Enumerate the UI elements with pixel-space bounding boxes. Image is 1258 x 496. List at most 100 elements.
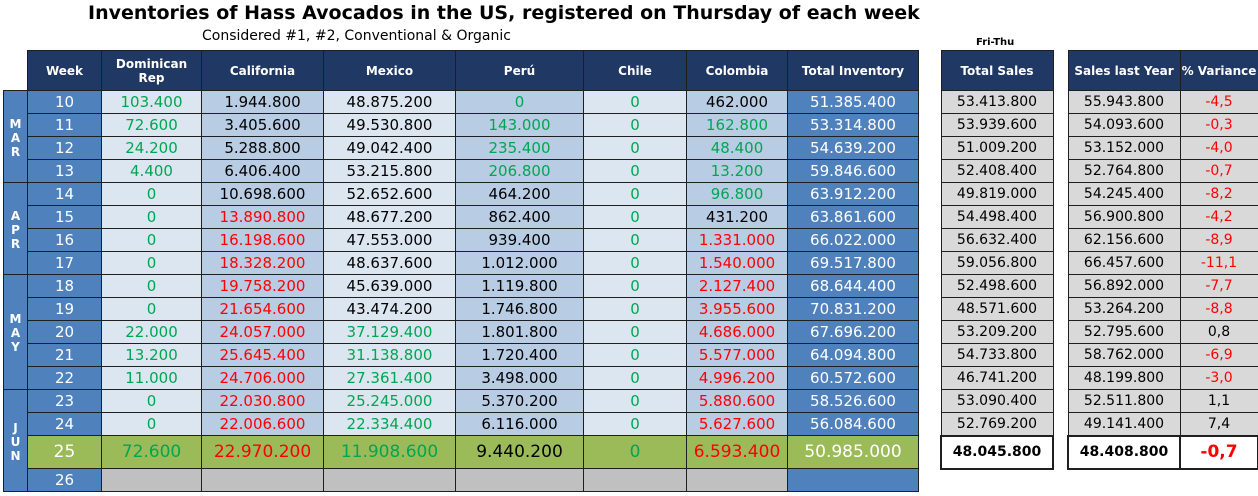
month-letter: J — [13, 420, 18, 435]
week-cell: 18 — [27, 274, 102, 298]
california-cell: 22.970.200 — [201, 435, 324, 469]
page-subtitle: Considered #1, #2, Conventional & Organi… — [202, 28, 511, 44]
chile-cell: 0 — [583, 435, 687, 469]
page-title: Inventories of Hass Avocados in the US, … — [88, 2, 920, 24]
california-cell: 18.328.200 — [201, 251, 324, 275]
dominican-cell: 0 — [101, 228, 202, 252]
chile-cell: 0 — [583, 274, 687, 298]
table-row: 52.511.800 1,1 — [1067, 389, 1258, 413]
month-letter: A — [10, 326, 21, 340]
total-inventory-cell: 64.094.800 — [787, 343, 919, 367]
peru-cell: 3.498.000 — [455, 366, 584, 390]
total-inventory-cell — [787, 468, 919, 492]
variance-cell: -0,7 — [1179, 434, 1258, 470]
dominican-cell: 13.200 — [101, 343, 202, 367]
last-year-header-row: Sales last Year % Variance — [1067, 50, 1258, 91]
variance-cell: -4,5 — [1179, 90, 1258, 114]
month-letter: A — [10, 130, 21, 145]
peru-cell: 464.200 — [455, 182, 584, 206]
colombia-cell: 3.955.600 — [686, 297, 788, 321]
week-cell: 22 — [27, 366, 102, 390]
colombia-cell: 5.627.600 — [686, 412, 788, 436]
empty-cell — [686, 468, 788, 492]
table-row: 54.093.600 -0,3 — [1067, 113, 1258, 137]
table-row: 52.764.800 -0,7 — [1067, 159, 1258, 183]
total-inventory-cell: 51.385.400 — [787, 90, 919, 114]
peru-cell: 0 — [455, 90, 584, 114]
table-row: 53.264.200 -8,8 — [1067, 297, 1258, 321]
variance-cell: 1,1 — [1179, 389, 1258, 413]
mexico-cell: 49.042.400 — [323, 136, 456, 160]
california-cell: 1.944.800 — [201, 90, 324, 114]
chile-cell: 0 — [583, 366, 687, 390]
table-row: 49.819.000 — [940, 182, 1054, 206]
dominican-cell: 0 — [101, 389, 202, 413]
dominican-cell: 22.000 — [101, 320, 202, 344]
dominican-cell: 0 — [101, 274, 202, 298]
mexico-cell: 27.361.400 — [323, 366, 456, 390]
mexico-cell: 53.215.800 — [323, 159, 456, 183]
table-row: 53.090.400 — [940, 389, 1054, 413]
total-inventory-cell: 58.526.600 — [787, 389, 919, 413]
variance-cell: -6,9 — [1179, 343, 1258, 367]
week-cell: 24 — [27, 412, 102, 436]
colombia-cell: 4.686.000 — [686, 320, 788, 344]
total-inventory-cell: 70.831.200 — [787, 297, 919, 321]
table-row: 19 0 21.654.600 43.474.200 1.746.800 0 3.955.6… — [4, 297, 919, 321]
table-row: 46.741.200 — [940, 366, 1054, 390]
total-sales-cell: 46.741.200 — [940, 366, 1054, 390]
inventory-header-row: Week Dominican Rep California Mexico Per… — [3, 50, 919, 91]
dominican-cell: 0 — [101, 412, 202, 436]
table-row: 25 72.600 22.970.200 11.908.600 9.440.200 0 6.… — [4, 435, 919, 469]
california-cell: 10.698.600 — [201, 182, 324, 206]
mexico-cell: 43.474.200 — [323, 297, 456, 321]
variance-cell: -8,8 — [1179, 297, 1258, 321]
sales-last-year-cell: 53.152.000 — [1067, 136, 1181, 160]
colombia-cell: 1.540.000 — [686, 251, 788, 275]
dominican-cell: 11.000 — [101, 366, 202, 390]
month-letter: M — [9, 116, 22, 131]
total-sales-cell: 49.819.000 — [940, 182, 1054, 206]
variance-cell: -8,2 — [1179, 182, 1258, 206]
table-row: 54.245.400 -8,2 — [1067, 182, 1258, 206]
mexico-cell: 48.677.200 — [323, 205, 456, 229]
total-sales-cell: 52.408.400 — [940, 159, 1054, 183]
total-inventory-cell: 54.639.200 — [787, 136, 919, 160]
total-sales-cell: 53.209.200 — [940, 320, 1054, 344]
table-row: 51.009.200 — [940, 136, 1054, 160]
table-row: 56.632.400 — [940, 228, 1054, 252]
total-inventory-cell: 60.572.600 — [787, 366, 919, 390]
colombia-cell: 462.000 — [686, 90, 788, 114]
month-letter: A — [10, 208, 21, 223]
chile-cell: 0 — [583, 297, 687, 321]
sales-last-year-cell: 58.762.000 — [1067, 343, 1181, 367]
table-row: 62.156.600 -8,9 — [1067, 228, 1258, 252]
variance-cell: -8,9 — [1179, 228, 1258, 252]
total-inventory-cell: 63.861.600 — [787, 205, 919, 229]
header-peru: Perú — [455, 50, 584, 91]
table-row: 52.408.400 — [940, 159, 1054, 183]
colombia-cell: 96.800 — [686, 182, 788, 206]
total-inventory-cell: 63.912.200 — [787, 182, 919, 206]
total-sales-cell: 54.733.800 — [940, 343, 1054, 367]
month-letter: Y — [11, 340, 20, 354]
sales-last-year-cell: 62.156.600 — [1067, 228, 1181, 252]
sales-header-row: Total Sales — [940, 50, 1054, 91]
peru-cell: 143.000 — [455, 113, 584, 137]
mexico-cell: 25.245.000 — [323, 389, 456, 413]
table-row: 53.209.200 — [940, 320, 1054, 344]
table-row: 48.199.800 -3,0 — [1067, 366, 1258, 390]
colombia-cell: 4.996.200 — [686, 366, 788, 390]
peru-cell: 1.746.800 — [455, 297, 584, 321]
month-letter: M — [9, 312, 22, 326]
week-cell: 16 — [27, 228, 102, 252]
sales-last-year-cell: 56.900.800 — [1067, 205, 1181, 229]
california-cell: 6.406.400 — [201, 159, 324, 183]
week-cell: 23 — [27, 389, 102, 413]
chile-cell: 0 — [583, 228, 687, 252]
header-total-sales: Total Sales — [940, 50, 1054, 91]
sales-last-year-cell: 66.457.600 — [1067, 251, 1181, 275]
chile-cell: 0 — [583, 113, 687, 137]
colombia-cell: 6.593.400 — [686, 435, 788, 469]
sales-last-year-cell: 52.764.800 — [1067, 159, 1181, 183]
